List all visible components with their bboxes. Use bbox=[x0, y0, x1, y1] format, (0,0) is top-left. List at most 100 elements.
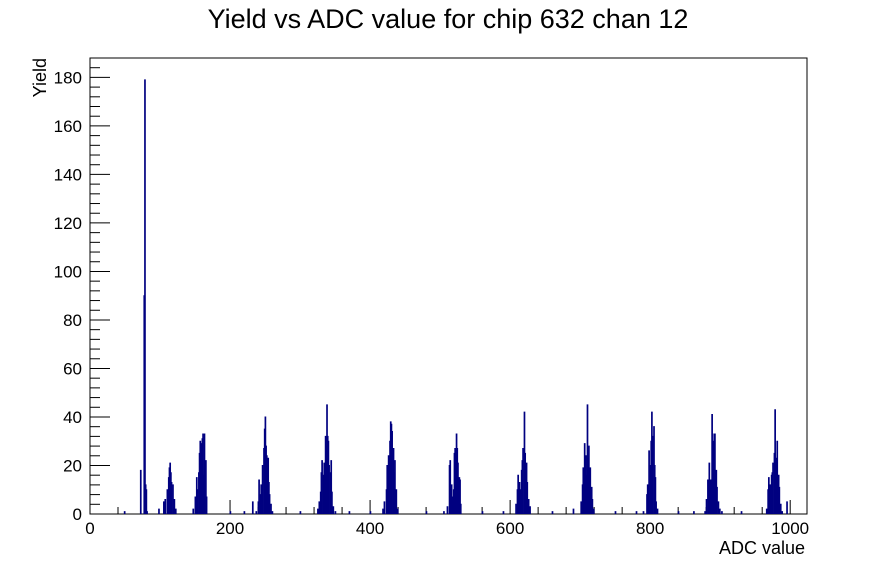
histogram-bin bbox=[572, 508, 575, 514]
histogram-bin bbox=[192, 508, 195, 514]
y-tick-label: 80 bbox=[63, 311, 82, 330]
histogram-bin bbox=[331, 491, 333, 514]
histogram-bin bbox=[708, 462, 711, 514]
histogram-bin bbox=[527, 498, 530, 514]
histogram-bin bbox=[515, 503, 517, 514]
histogram-bin bbox=[382, 508, 384, 514]
y-tick-label: 40 bbox=[63, 408, 82, 427]
histogram-bin bbox=[194, 496, 197, 514]
histogram-bin bbox=[243, 511, 246, 514]
histogram-bin bbox=[635, 511, 638, 514]
histogram-bin bbox=[170, 481, 173, 514]
histogram-bin bbox=[580, 501, 583, 514]
histogram-bin bbox=[164, 498, 167, 514]
histogram-bin bbox=[705, 498, 708, 514]
histogram-bin bbox=[591, 498, 594, 514]
y-tick-label: 100 bbox=[54, 262, 82, 281]
x-axis-ticks: 0 200 400 600 800 1000 bbox=[85, 500, 809, 538]
histogram-bin bbox=[395, 489, 398, 514]
y-tick-label: 20 bbox=[63, 456, 82, 475]
histogram-bin bbox=[614, 511, 617, 514]
histogram-bin bbox=[646, 484, 649, 514]
histogram-bin bbox=[144, 79, 146, 514]
histogram-bin bbox=[348, 511, 351, 514]
histogram-bin bbox=[251, 501, 254, 514]
histogram-bin bbox=[529, 506, 531, 514]
y-tick-label: 60 bbox=[63, 359, 82, 378]
histogram-bin bbox=[450, 484, 453, 514]
histogram-bin bbox=[258, 479, 260, 514]
histogram-bin bbox=[765, 508, 768, 514]
histogram-bin bbox=[582, 467, 585, 514]
histogram-bin bbox=[328, 464, 330, 514]
histogram-bin bbox=[334, 511, 337, 514]
histogram-bin bbox=[642, 511, 645, 514]
histogram-bin bbox=[589, 467, 592, 514]
histogram-bin bbox=[172, 484, 174, 514]
histogram-bin bbox=[481, 511, 484, 514]
histogram-bin bbox=[386, 464, 389, 514]
histogram-bin bbox=[323, 462, 326, 514]
histogram-bin bbox=[769, 484, 772, 514]
histogram-bin bbox=[196, 489, 199, 514]
histogram-bin bbox=[271, 511, 274, 514]
histogram-bin bbox=[317, 508, 319, 514]
histogram-bin bbox=[449, 460, 452, 514]
histogram-bin bbox=[774, 409, 776, 514]
histogram-bin bbox=[517, 474, 520, 514]
histogram-bin bbox=[776, 440, 779, 514]
y-axis-ticks: 0 20 40 60 80 100 120 140 160 180 bbox=[54, 57, 110, 524]
histogram-bin bbox=[166, 489, 169, 514]
histogram-bin bbox=[229, 511, 232, 514]
histogram-bin bbox=[123, 511, 126, 514]
histogram-bin bbox=[654, 477, 657, 514]
histogram-bin bbox=[203, 433, 206, 514]
y-axis-label: Yield bbox=[30, 58, 50, 97]
histogram-bin bbox=[656, 508, 659, 514]
histogram-bin bbox=[158, 508, 160, 514]
histogram-bin bbox=[714, 433, 716, 514]
histogram-bin bbox=[265, 455, 268, 514]
histogram-bin bbox=[551, 511, 554, 514]
histogram-bin bbox=[260, 484, 263, 514]
histogram-bin bbox=[778, 486, 781, 514]
histogram-bin bbox=[425, 511, 428, 514]
y-tick-label: 180 bbox=[54, 68, 82, 87]
histogram-bin bbox=[707, 479, 709, 514]
histogram-bin bbox=[387, 455, 390, 514]
histogram-bin bbox=[443, 511, 445, 514]
x-tick-label: 800 bbox=[636, 519, 664, 538]
histogram-bin bbox=[704, 511, 706, 514]
histogram-bin bbox=[781, 511, 783, 514]
x-tick-label: 200 bbox=[216, 519, 244, 538]
histogram-bin bbox=[522, 448, 524, 514]
histogram-bin bbox=[205, 496, 208, 514]
histogram-bin bbox=[519, 489, 522, 514]
histogram-bin bbox=[588, 445, 590, 514]
histogram-bin bbox=[718, 508, 721, 514]
histogram-bin bbox=[457, 462, 459, 514]
x-tick-label: 1000 bbox=[771, 519, 809, 538]
histogram-bin bbox=[205, 460, 207, 514]
histogram-bin bbox=[139, 469, 142, 514]
histogram-bin bbox=[394, 460, 396, 514]
histogram-bin bbox=[717, 501, 720, 514]
histogram-bin bbox=[332, 506, 335, 514]
histogram-bin bbox=[772, 462, 774, 514]
histogram-bin bbox=[740, 511, 743, 514]
histogram-bin bbox=[268, 494, 271, 514]
histogram-bin bbox=[146, 511, 148, 514]
chart-title: Yield vs ADC value for chip 632 chan 12 bbox=[208, 4, 689, 34]
histogram-bin bbox=[502, 511, 505, 514]
y-tick-label: 160 bbox=[54, 117, 82, 136]
histogram-bin bbox=[383, 501, 386, 514]
x-tick-label: 400 bbox=[356, 519, 384, 538]
histogram-bin bbox=[199, 440, 202, 514]
histogram-bin bbox=[786, 501, 788, 514]
histogram-bin bbox=[318, 501, 321, 514]
x-axis-label: ADC value bbox=[719, 538, 805, 558]
plot-frame bbox=[89, 57, 808, 515]
x-tick-label: 600 bbox=[496, 519, 524, 538]
histogram-bin bbox=[330, 460, 333, 514]
